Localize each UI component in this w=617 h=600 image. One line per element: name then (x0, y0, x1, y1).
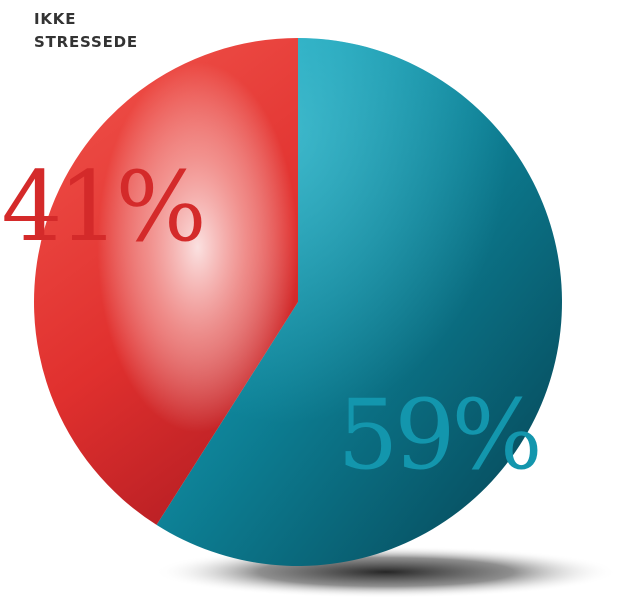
slice-label-line-1: IKKE (34, 10, 77, 28)
slice-label-line-2: STRESSEDE (34, 33, 138, 51)
data-label-59: 59% (337, 379, 538, 491)
slice-label-ikke-stressede: IKKE STRESSEDE (34, 8, 138, 54)
data-label-41: 41% (1, 151, 202, 263)
pie-slice-59-highlight (156, 38, 562, 566)
pie-slice-41-highlight (33, 38, 298, 525)
pie-slices (33, 38, 562, 566)
